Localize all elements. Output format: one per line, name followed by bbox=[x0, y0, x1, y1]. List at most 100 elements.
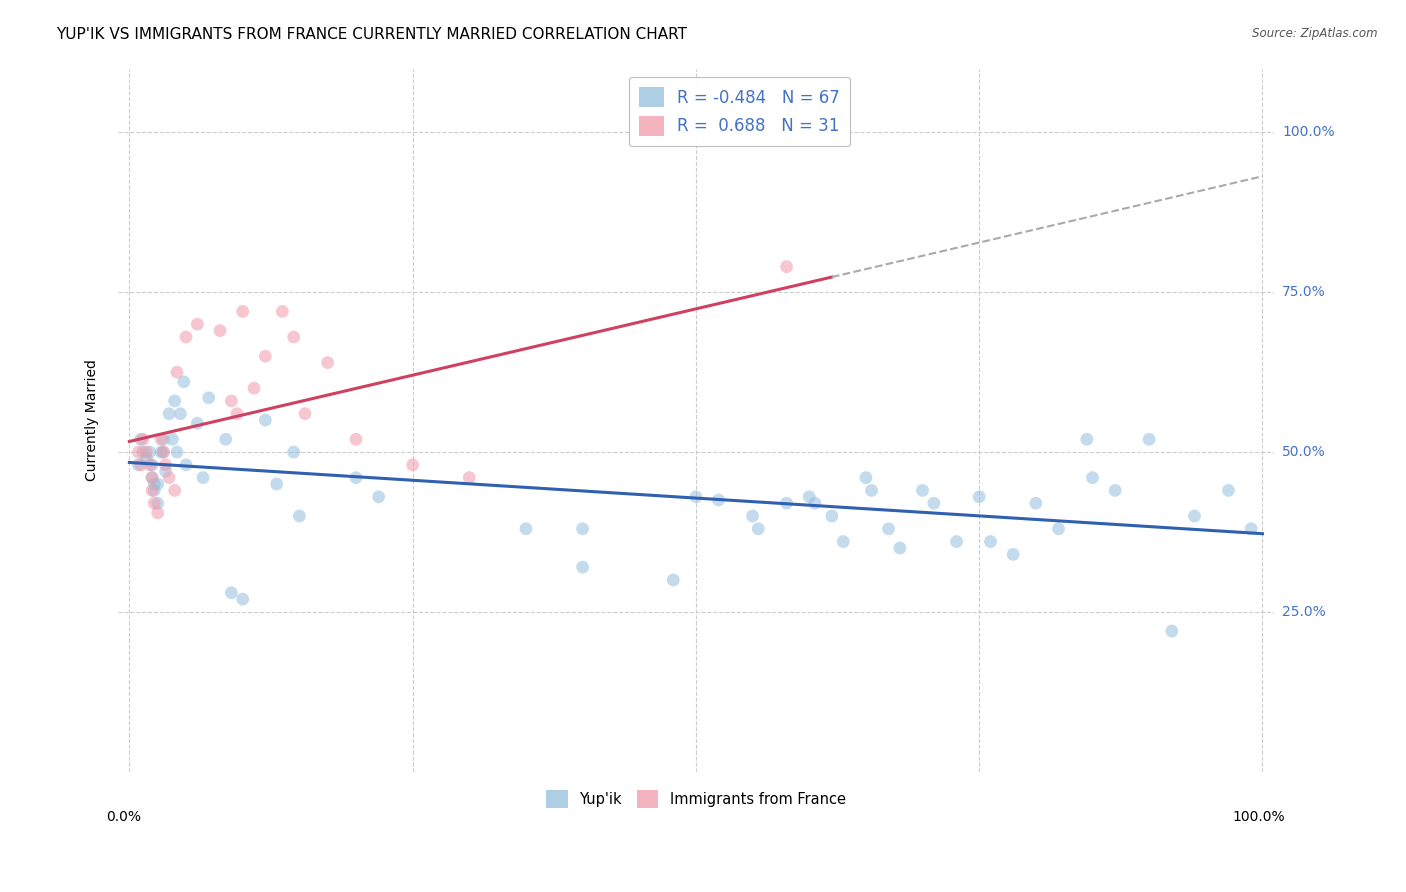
Point bbox=[163, 483, 186, 498]
Point bbox=[271, 304, 294, 318]
Point bbox=[1081, 470, 1104, 484]
Point bbox=[221, 585, 243, 599]
Point bbox=[266, 477, 288, 491]
Point bbox=[141, 470, 163, 484]
Text: YUP'IK VS IMMIGRANTS FROM FRANCE CURRENTLY MARRIED CORRELATION CHART: YUP'IK VS IMMIGRANTS FROM FRANCE CURRENT… bbox=[56, 27, 688, 42]
Text: 0.0%: 0.0% bbox=[107, 810, 142, 824]
Point bbox=[243, 381, 266, 395]
Point bbox=[135, 451, 157, 466]
Point bbox=[967, 490, 990, 504]
Point bbox=[186, 417, 208, 431]
Legend: Yup'ik, Immigrants from France: Yup'ik, Immigrants from France bbox=[540, 784, 852, 814]
Point bbox=[288, 508, 311, 523]
Text: 50.0%: 50.0% bbox=[1282, 445, 1326, 459]
Point bbox=[283, 330, 305, 344]
Point bbox=[741, 508, 763, 523]
Point bbox=[775, 260, 797, 274]
Point bbox=[157, 470, 180, 484]
Point bbox=[662, 573, 685, 587]
Text: 75.0%: 75.0% bbox=[1282, 285, 1326, 299]
Point bbox=[173, 375, 195, 389]
Point bbox=[254, 413, 277, 427]
Point bbox=[458, 470, 481, 484]
Point bbox=[143, 496, 166, 510]
Point bbox=[1218, 483, 1240, 498]
Point bbox=[1240, 522, 1263, 536]
Point bbox=[855, 470, 877, 484]
Point bbox=[152, 445, 174, 459]
Point bbox=[1002, 547, 1025, 561]
Point bbox=[401, 458, 423, 472]
Point bbox=[571, 522, 593, 536]
Point bbox=[316, 355, 339, 369]
Point bbox=[150, 432, 173, 446]
Point bbox=[980, 534, 1002, 549]
Point bbox=[139, 458, 162, 472]
Point bbox=[283, 445, 305, 459]
Point bbox=[254, 349, 277, 363]
Point bbox=[197, 391, 219, 405]
Point bbox=[155, 458, 177, 472]
Point bbox=[155, 464, 177, 478]
Point bbox=[367, 490, 389, 504]
Point bbox=[344, 470, 367, 484]
Point bbox=[174, 330, 197, 344]
Point bbox=[804, 496, 827, 510]
Point bbox=[685, 490, 707, 504]
Point bbox=[152, 432, 174, 446]
Point bbox=[821, 508, 844, 523]
Point bbox=[146, 506, 169, 520]
Point bbox=[232, 304, 254, 318]
Point bbox=[860, 483, 883, 498]
Point bbox=[1137, 432, 1160, 446]
Point bbox=[166, 445, 188, 459]
Point bbox=[889, 541, 911, 555]
Point bbox=[135, 445, 157, 459]
Point bbox=[141, 470, 163, 484]
Point bbox=[226, 407, 249, 421]
Point bbox=[232, 592, 254, 607]
Point bbox=[832, 534, 855, 549]
Text: Source: ZipAtlas.com: Source: ZipAtlas.com bbox=[1253, 27, 1378, 40]
Point bbox=[1047, 522, 1070, 536]
Point bbox=[139, 445, 162, 459]
Point bbox=[141, 483, 163, 498]
Point bbox=[571, 560, 593, 574]
Point bbox=[707, 493, 730, 508]
Point bbox=[208, 324, 231, 338]
Point bbox=[157, 407, 180, 421]
Text: 100.0%: 100.0% bbox=[1282, 126, 1334, 139]
Point bbox=[141, 458, 163, 472]
Point bbox=[127, 445, 149, 459]
Point bbox=[166, 365, 188, 379]
Point bbox=[127, 458, 149, 472]
Point bbox=[129, 432, 152, 446]
Point bbox=[515, 522, 537, 536]
Text: 25.0%: 25.0% bbox=[1282, 605, 1326, 619]
Point bbox=[1104, 483, 1126, 498]
Point bbox=[344, 432, 367, 446]
Point bbox=[1160, 624, 1182, 638]
Point bbox=[143, 477, 166, 491]
Point bbox=[922, 496, 945, 510]
Text: 100.0%: 100.0% bbox=[1233, 810, 1285, 824]
Point bbox=[747, 522, 769, 536]
Point bbox=[221, 393, 243, 408]
Point bbox=[150, 445, 173, 459]
Point bbox=[132, 432, 155, 446]
Point bbox=[146, 477, 169, 491]
Point bbox=[186, 317, 208, 331]
Point bbox=[174, 458, 197, 472]
Point bbox=[1184, 508, 1206, 523]
Point bbox=[1076, 432, 1098, 446]
Point bbox=[877, 522, 900, 536]
Point bbox=[129, 458, 152, 472]
Point bbox=[163, 393, 186, 408]
Point bbox=[132, 445, 155, 459]
Point bbox=[945, 534, 967, 549]
Point bbox=[146, 496, 169, 510]
Point bbox=[911, 483, 934, 498]
Point bbox=[294, 407, 316, 421]
Point bbox=[215, 432, 238, 446]
Y-axis label: Currently Married: Currently Married bbox=[86, 359, 100, 481]
